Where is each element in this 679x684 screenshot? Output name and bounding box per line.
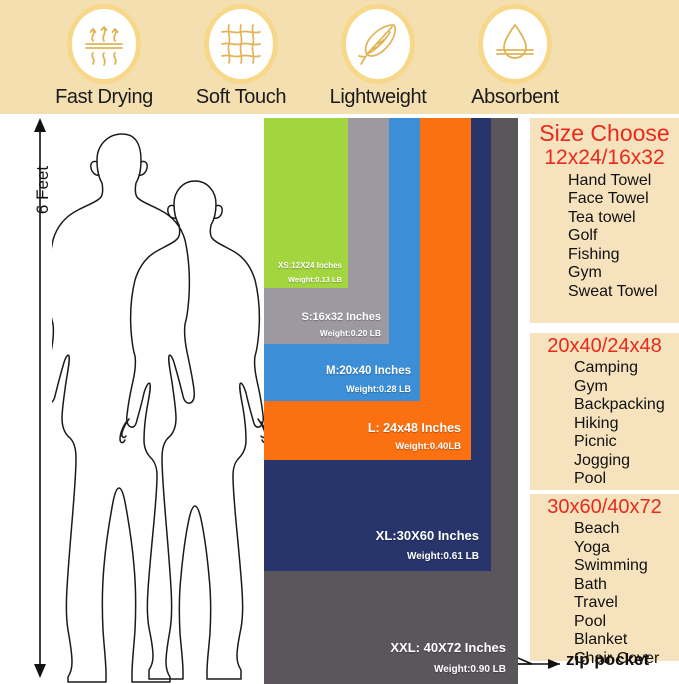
feature-soft-touch: Soft Touch	[178, 4, 304, 109]
feature-band: Fast Drying S	[0, 0, 679, 114]
list-item: Pool	[574, 612, 607, 630]
list-item: Backpacking	[574, 396, 665, 414]
woven-mesh-icon	[219, 21, 263, 67]
human-figures	[52, 118, 267, 684]
panel-use-list: Hand Towel Face Towel Tea towel Golf Fis…	[568, 172, 679, 302]
size-caption-m: M:20x40 Inches Weight:0.28 LB	[325, 365, 411, 394]
panel-size-choose: Size Choose 12x24/16x32 Hand Towel Face …	[530, 118, 679, 323]
size-caption-xs: XS:12X24 Inches Weight:0.13 LB	[277, 260, 342, 284]
size-caption-l: L: 24x48 Inches Weight:0.40LB	[367, 420, 461, 453]
feature-icon-circle	[204, 4, 278, 84]
list-item: Tea towel	[568, 208, 636, 226]
female-figure-silhouette	[119, 180, 267, 680]
list-item: Gym	[568, 264, 602, 282]
feather-icon	[355, 19, 401, 69]
feature-fast-drying: Fast Drying	[41, 4, 167, 109]
list-item: Hand Towel	[568, 171, 652, 189]
list-item: Hiking	[574, 414, 619, 432]
list-item: Sweat Towel	[568, 282, 658, 300]
water-droplet-icon	[493, 20, 537, 68]
feature-label: Lightweight	[329, 86, 427, 108]
panel-use-list: Camping Gym Backpacking Hiking Picnic Jo…	[574, 359, 679, 489]
list-item: Swimming	[574, 557, 648, 575]
list-item: Travel	[574, 594, 618, 612]
list-item: Yoga	[574, 538, 610, 556]
feature-label: Soft Touch	[195, 86, 287, 108]
feature-lightweight: Lightweight	[315, 4, 441, 109]
panel-large-sizes: 30x60/40x72 Beach Yoga Swimming Bath Tra…	[530, 494, 679, 667]
list-item: Fishing	[568, 245, 620, 263]
feature-label: Fast Drying	[55, 86, 153, 108]
panel-title: 20x40/24x48	[547, 335, 662, 357]
list-item: Pool	[574, 470, 607, 488]
feature-absorbent: Absorbent	[452, 4, 578, 109]
heat-waves-icon	[81, 19, 127, 69]
size-rectangle-stack: XXL: 40X72 Inches Weight:0.90 LB XL:30X6…	[264, 118, 518, 684]
size-caption-xxl: XXL: 40X72 Inches Weight:0.90 LB	[390, 640, 506, 675]
panel-title: 12x24/16x32	[544, 146, 665, 170]
list-item: Face Towel	[568, 190, 649, 208]
list-item: Blanket	[574, 631, 628, 649]
zip-pocket-label: zip pocket	[566, 650, 650, 669]
list-item: Jogging	[574, 451, 631, 469]
list-item: Bath	[574, 575, 607, 593]
list-item: Picnic	[574, 433, 617, 451]
panel-heading: Size Choose	[539, 120, 670, 146]
feature-icon-circle	[341, 4, 415, 84]
list-item: Chair Cover	[574, 649, 660, 667]
list-item: Golf	[568, 227, 598, 245]
size-caption-xl: XL:30X60 Inches Weight:0.61 LB	[375, 528, 479, 562]
feature-icon-circle	[67, 4, 141, 84]
list-item: Gym	[574, 377, 608, 395]
size-rect-xs: XS:12X24 Inches Weight:0.13 LB	[264, 118, 348, 288]
male-figure-silhouette	[52, 133, 195, 683]
feature-label: Absorbent	[471, 86, 559, 108]
size-caption-s: S:16x32 Inches Weight:0.20 LB	[301, 310, 382, 339]
height-arrow-icon	[34, 118, 46, 678]
list-item: Camping	[574, 359, 639, 376]
panel-medium-sizes: 20x40/24x48 Camping Gym Backpacking Hiki…	[530, 333, 679, 490]
feature-icon-circle	[478, 4, 552, 84]
panel-use-list: Beach Yoga Swimming Bath Travel Pool Bla…	[574, 520, 679, 668]
panel-title: 30x60/40x72	[547, 496, 662, 518]
list-item: Beach	[574, 520, 620, 537]
height-label: 6 Feet	[33, 165, 52, 215]
height-scale: 6 Feet	[22, 118, 68, 678]
